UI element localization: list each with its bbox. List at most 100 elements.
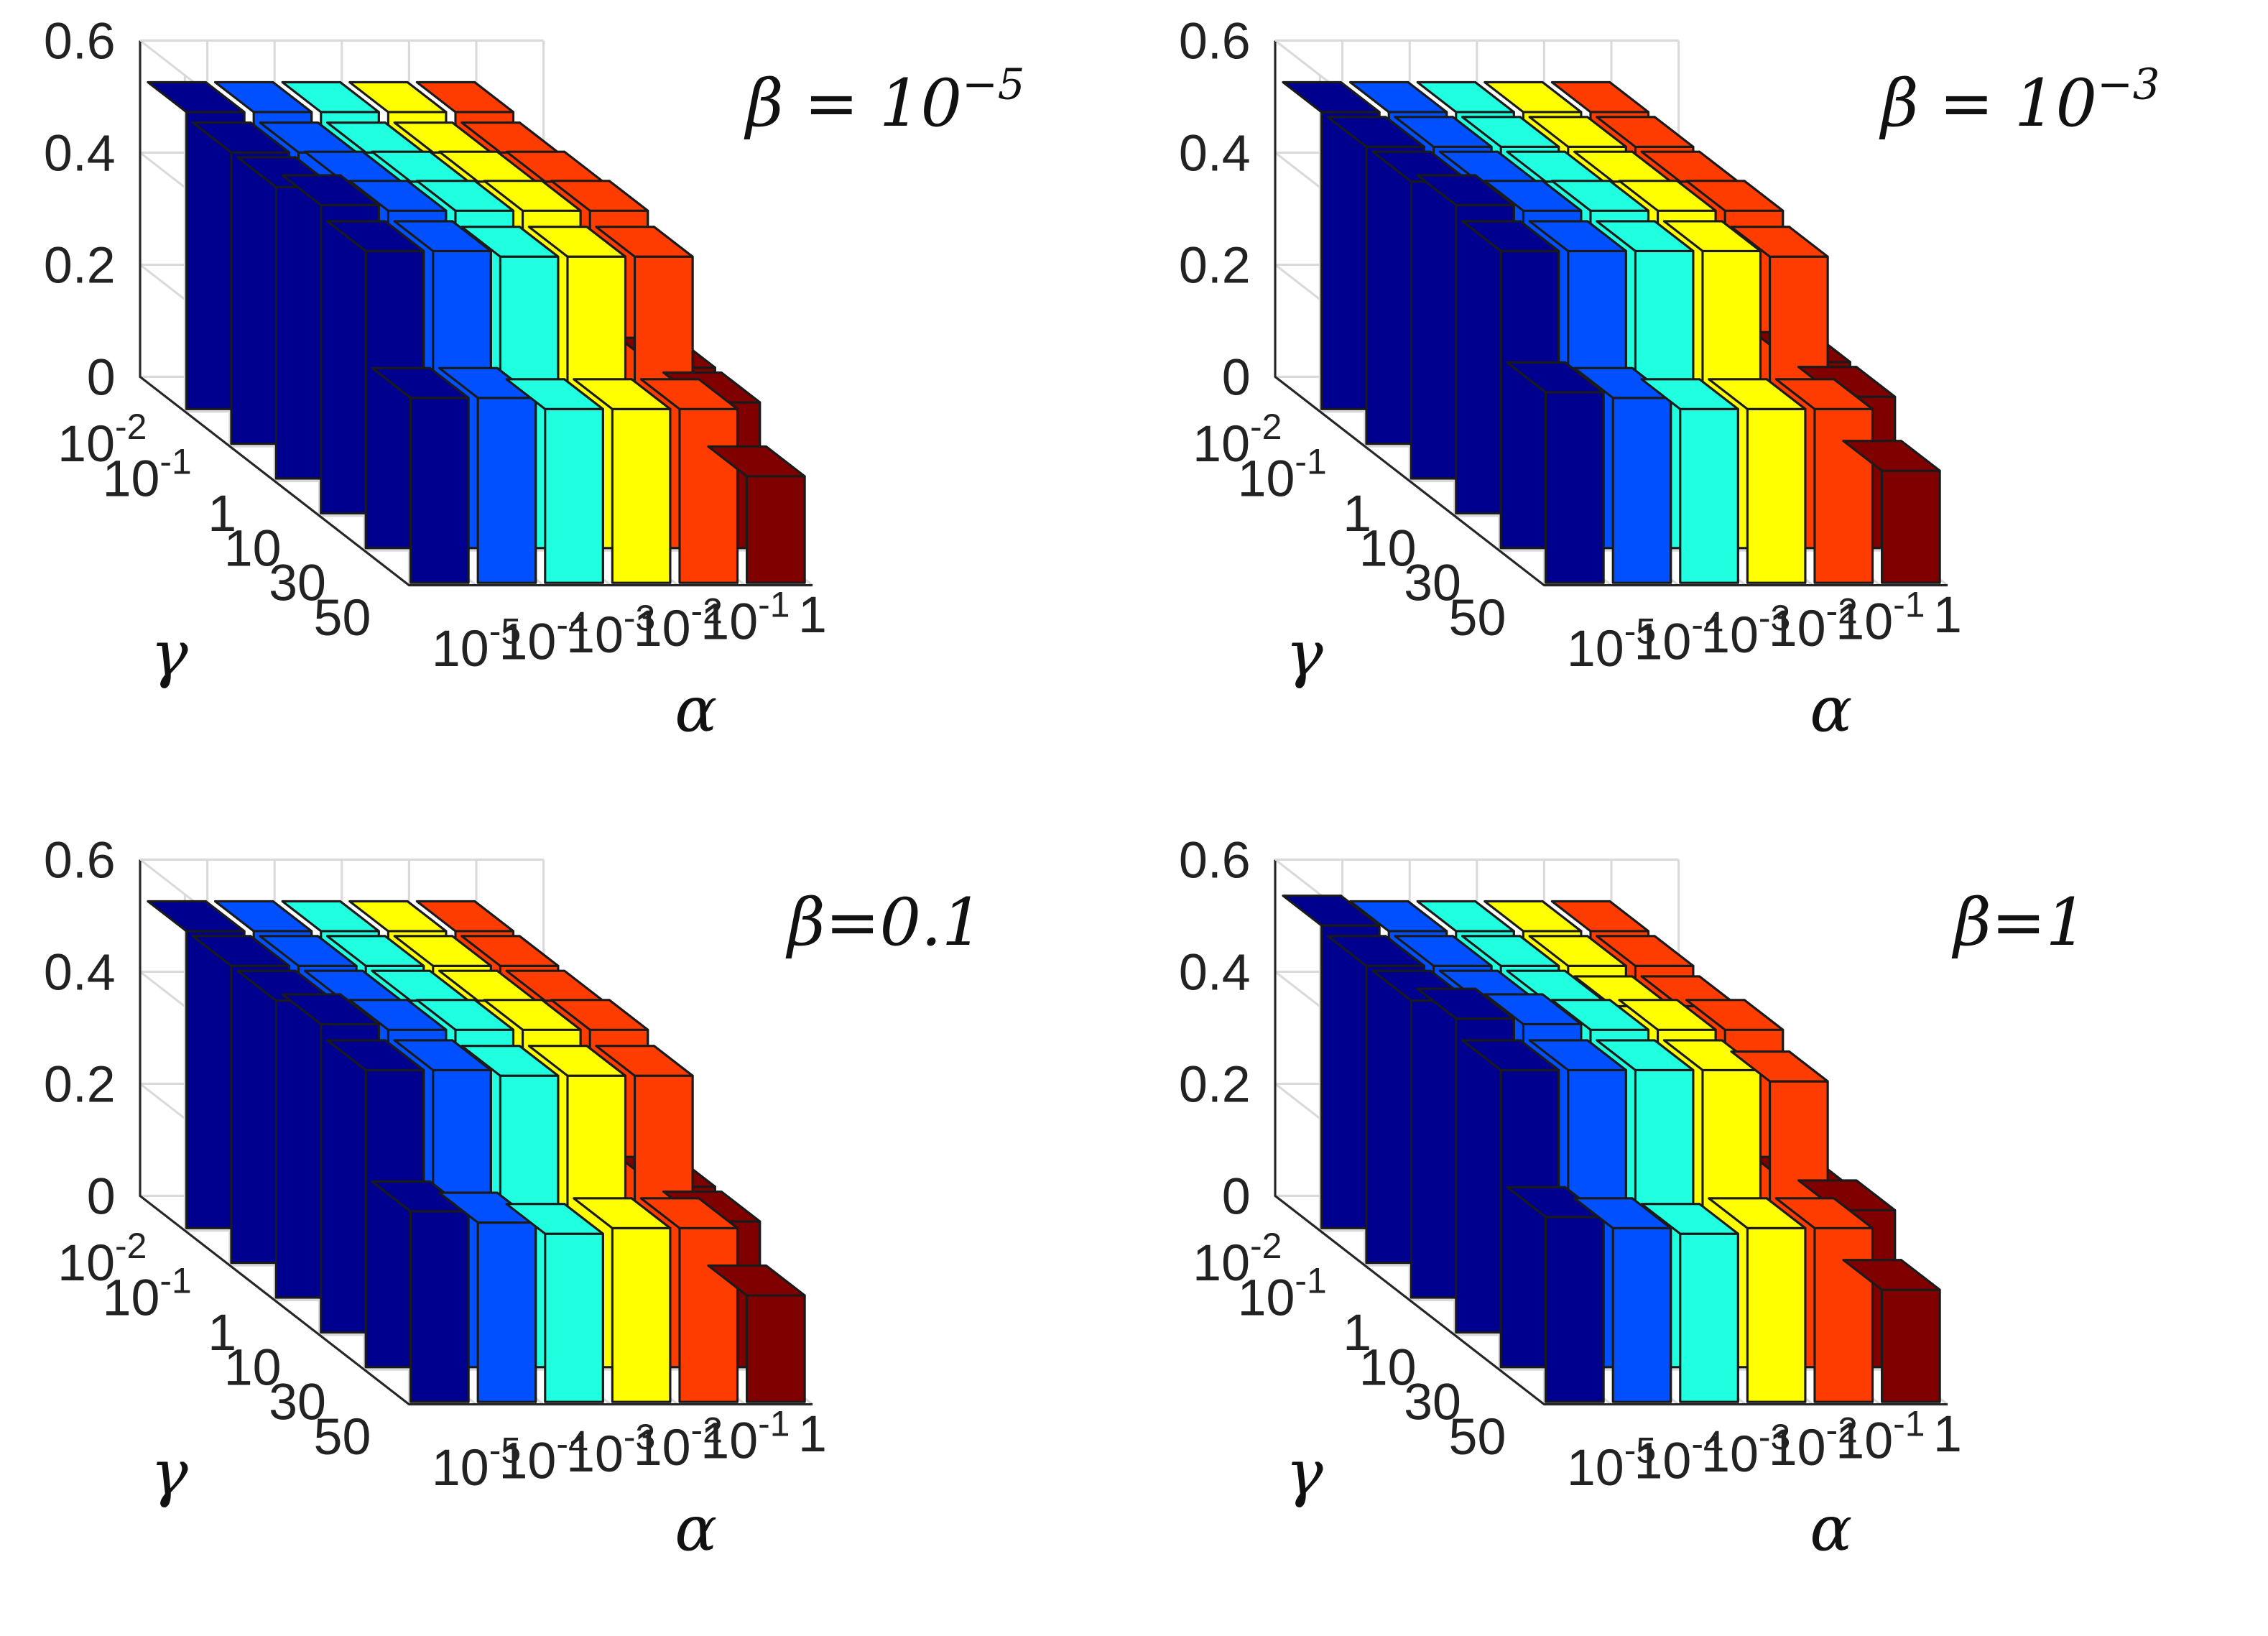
- bar-alpha0-gamma5: [371, 366, 470, 584]
- gamma-tick-label: 50: [1449, 1408, 1506, 1466]
- z-tick-label: 0.2: [44, 1055, 116, 1113]
- gamma-tick-label: 10: [1359, 519, 1417, 577]
- chart-title: β = 10−3: [1879, 60, 2160, 142]
- gamma-tick-label: 50: [314, 1408, 371, 1466]
- bars: [1282, 80, 1941, 584]
- gamma-tick-label: 50: [1449, 589, 1506, 647]
- bar-alpha1-gamma5: [438, 366, 537, 584]
- alpha-axis: 10-5​10-4​10-3​10-2​10-1​1α: [432, 1403, 827, 1565]
- bar-alpha5-gamma5: [707, 445, 806, 584]
- bar-alpha3-gamma5: [573, 378, 672, 584]
- bar-alpha2-gamma5: [1640, 378, 1739, 584]
- alpha-tick-label: 1: [1933, 1405, 1962, 1463]
- gamma-tick-label: 1: [208, 485, 236, 542]
- z-tick-label: 0.2: [44, 236, 116, 294]
- alpha-axis-label: α: [1810, 673, 1852, 746]
- bar-alpha1-gamma5: [1573, 366, 1672, 584]
- gamma-axis-label: γ: [150, 1436, 188, 1510]
- alpha-tick-label: 10-4​: [1634, 604, 1723, 670]
- chart-title: β=0.1: [785, 885, 983, 961]
- alpha-axis: 10-5​10-4​10-3​10-2​10-1​1α: [1567, 1403, 1962, 1565]
- z-axis: 0 0.2 0.4 0.6 NMI: [0, 12, 116, 406]
- z-tick-label: 0.4: [1179, 943, 1251, 1001]
- bar-alpha5-gamma5: [707, 1264, 806, 1403]
- gamma-tick-label: 30: [1404, 1374, 1461, 1431]
- bars: [147, 900, 806, 1403]
- alpha-axis: 10-5​10-4​10-3​10-2​10-1​1α: [432, 584, 827, 746]
- bar-alpha5-gamma5: [1842, 440, 1941, 584]
- bar3d-chart: β=100.20.40.6NMI10-2​10-1​1103050γ10-5​1…: [1135, 831, 2088, 1565]
- gamma-tick-label: 10: [224, 519, 282, 577]
- bar-alpha4-gamma5: [1774, 378, 1874, 584]
- z-tick-label: 0: [87, 1168, 116, 1225]
- bar-alpha2-gamma5: [505, 378, 604, 584]
- z-tick-label: 0: [1222, 1168, 1251, 1225]
- bars: [147, 80, 806, 584]
- alpha-tick-label: 10-4​: [499, 604, 588, 670]
- gamma-tick-label: 1: [208, 1304, 236, 1362]
- gamma-tick-label: 30: [1404, 555, 1461, 612]
- bar-alpha2-gamma5: [505, 1203, 604, 1403]
- z-tick-label: 0.6: [1179, 12, 1251, 70]
- alpha-tick-label: 10-1​: [700, 584, 790, 650]
- alpha-tick-label: 10-1​: [700, 1403, 790, 1469]
- z-tick-label: 0.6: [44, 12, 116, 70]
- bar-alpha5-gamma5: [1842, 1259, 1941, 1403]
- gamma-tick-label: 10-1​: [1238, 441, 1327, 507]
- bar-alpha3-gamma5: [1708, 378, 1807, 584]
- bar3d-chart: β = 10−500.20.40.6NMI10-2​10-1​1103050γ1…: [0, 12, 1024, 746]
- z-tick-label: 0.6: [44, 831, 116, 889]
- gamma-tick-label: 10: [224, 1339, 282, 1396]
- gamma-tick-label: 10-1​: [103, 1260, 192, 1326]
- gamma-tick-label: 50: [314, 589, 371, 647]
- chart-title: β=1: [1952, 885, 2088, 961]
- alpha-axis: 10-5​10-4​10-3​10-2​10-1​1α: [1567, 584, 1962, 746]
- gamma-tick-label: 1: [1343, 485, 1371, 542]
- alpha-axis-label: α: [1810, 1492, 1852, 1565]
- alpha-tick-label: 1: [798, 1405, 827, 1463]
- gamma-axis-label: γ: [1285, 1436, 1323, 1510]
- bars: [1282, 895, 1941, 1403]
- z-tick-label: 0.2: [1179, 1055, 1251, 1113]
- gamma-tick-label: 30: [269, 555, 326, 612]
- gamma-tick-label: 1: [1343, 1304, 1371, 1362]
- gamma-tick-label: 10-1​: [1238, 1260, 1327, 1326]
- alpha-tick-label: 10-1​: [1836, 584, 1925, 650]
- z-axis: 0 0.2 0.4 0.6 NMI: [1135, 12, 1251, 406]
- gamma-axis-label: γ: [1285, 617, 1323, 690]
- chart-panel-beta-1e-5: β = 10−500.20.40.6NMI10-2​10-1​1103050γ1…: [0, 0, 1121, 812]
- z-axis-label: NMI: [1135, 997, 1137, 1104]
- z-axis: 0 0.2 0.4 0.6 NMI: [0, 831, 116, 1225]
- alpha-axis-label: α: [675, 673, 717, 746]
- bar-alpha3-gamma5: [573, 1197, 672, 1403]
- chart-panel-beta-1e-3: β = 10−300.20.40.6NMI10-2​10-1​1103050γ1…: [1135, 0, 2256, 812]
- z-tick-label: 0.4: [44, 943, 116, 1001]
- alpha-axis-label: α: [675, 1492, 717, 1565]
- z-tick-label: 0.4: [44, 124, 116, 182]
- z-tick-label: 0.6: [1179, 831, 1251, 889]
- chart-title: β = 10−5: [744, 60, 1024, 142]
- gamma-axis-label: γ: [150, 617, 188, 690]
- chart-panel-beta-0.1: β=0.100.20.40.6NMI10-2​10-1​1103050γ10-5…: [0, 819, 1121, 1631]
- z-axis-label: NMI: [0, 177, 1, 285]
- z-tick-label: 0: [1222, 348, 1251, 406]
- z-tick-label: 0: [87, 348, 116, 406]
- z-axis-label: NMI: [0, 997, 1, 1104]
- gamma-tick-label: 10-1​: [103, 441, 192, 507]
- gamma-tick-label: 30: [269, 1374, 326, 1431]
- bar3d-chart: β = 10−300.20.40.6NMI10-2​10-1​1103050γ1…: [1135, 12, 2160, 746]
- alpha-tick-label: 1: [798, 586, 827, 644]
- bar-alpha1-gamma5: [438, 1191, 537, 1403]
- alpha-tick-label: 10-1​: [1836, 1403, 1925, 1469]
- gamma-tick-label: 10: [1359, 1339, 1417, 1396]
- z-tick-label: 0.4: [1179, 124, 1251, 182]
- gamma-tick-label: 10-2​: [1193, 407, 1282, 473]
- alpha-tick-label: 1: [1933, 586, 1962, 644]
- z-axis-label: NMI: [1135, 177, 1137, 285]
- bar3d-chart: β=0.100.20.40.6NMI10-2​10-1​1103050γ10-5…: [0, 831, 983, 1565]
- bar-alpha1-gamma5: [1573, 1197, 1672, 1403]
- z-axis: 0 0.2 0.4 0.6 NMI: [1135, 831, 1251, 1225]
